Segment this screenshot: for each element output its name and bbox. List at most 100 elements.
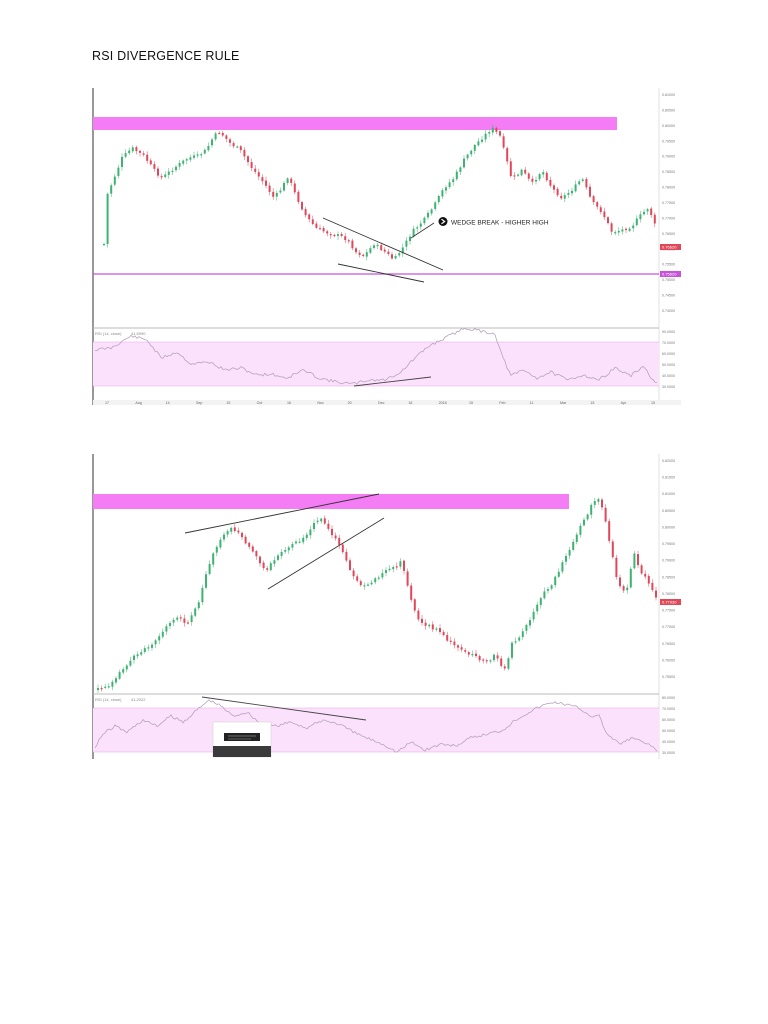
axis-label: 0.77000 <box>662 216 675 220</box>
candle-body <box>574 184 577 192</box>
rsi-header: RSI (14, close) <box>95 331 122 336</box>
chart-screenshot-2: RSI (14, close) 41.2022 0.82000 0.81500 0.… <box>91 454 681 759</box>
candle-body <box>284 550 287 552</box>
candle-body <box>147 647 150 649</box>
candle-body <box>542 172 545 175</box>
axis-label: 50.0000 <box>662 363 675 367</box>
rsi-line <box>94 327 658 385</box>
candle-body <box>356 576 359 581</box>
time-tick-label: Nov <box>317 401 324 405</box>
candle-body <box>269 563 272 571</box>
candle-body <box>205 574 207 588</box>
candle-body <box>121 156 123 167</box>
candle-body <box>169 623 171 626</box>
annotation-pointer <box>410 222 435 239</box>
wedge-break-annotation: WEDGE BREAK - HIGHER HIGH <box>410 214 549 239</box>
candle-body <box>287 547 290 551</box>
candle-body <box>128 150 131 154</box>
candle-body <box>607 217 609 224</box>
axis-label: 0.78500 <box>662 170 675 174</box>
candle-body <box>377 577 380 579</box>
candle-body <box>453 641 456 646</box>
candle-body <box>283 182 285 191</box>
candle-body <box>592 196 595 203</box>
chart-screenshot-1: WEDGE BREAK - HIGHER HIGH RSI (14, close… <box>91 88 681 405</box>
candle-body <box>327 523 330 529</box>
axis-label: 0.75000 <box>662 278 675 282</box>
candle-body <box>401 247 404 254</box>
candle-body <box>194 608 197 616</box>
candle-body <box>201 587 204 603</box>
candle-body <box>259 556 261 564</box>
candle-body <box>467 652 470 655</box>
candle-body <box>514 641 517 643</box>
candle-body <box>553 185 555 190</box>
candle-body <box>635 218 638 226</box>
candle-body <box>241 532 243 538</box>
candle-body <box>608 521 611 541</box>
candle-body <box>298 541 301 543</box>
rsi-band <box>93 708 659 752</box>
candle-body <box>536 604 539 612</box>
candle-body <box>373 245 375 248</box>
axis-label: 0.76000 <box>662 658 675 662</box>
candle-body <box>203 149 206 154</box>
candle-body <box>622 586 625 591</box>
candle-body <box>207 145 210 151</box>
candle-body <box>601 499 603 508</box>
candle-body <box>581 179 584 182</box>
candle-body <box>304 209 307 216</box>
candle-body <box>640 565 643 574</box>
candle-body <box>197 602 200 609</box>
axis-label: 0.75500 <box>662 675 675 679</box>
candle-body <box>103 243 105 246</box>
candle-body <box>214 133 217 140</box>
time-tick-label: 20 <box>348 401 352 405</box>
candle-body <box>113 176 116 185</box>
candle-body <box>611 541 614 558</box>
candle-body <box>427 212 429 218</box>
candle-body <box>329 234 332 236</box>
candle-body <box>251 546 254 552</box>
candle-body <box>457 645 459 648</box>
candle-body <box>230 527 233 532</box>
candle-body <box>308 214 311 220</box>
candle-body <box>596 202 599 207</box>
axis-label: 40.0000 <box>662 740 675 744</box>
axis-label: 0.78000 <box>662 186 675 190</box>
rsi-value: 41.2022 <box>131 697 146 702</box>
candle-body <box>200 154 203 156</box>
candle-body <box>129 660 132 666</box>
candle-body <box>131 147 134 152</box>
candle-body <box>466 154 469 159</box>
current-price-badge <box>660 599 681 605</box>
candle-body <box>496 655 499 659</box>
candle-body <box>187 622 189 624</box>
candle-body <box>340 233 343 237</box>
candle-body <box>337 234 339 236</box>
candle-body <box>572 541 575 550</box>
axis-label: 0.77000 <box>662 625 675 629</box>
time-tick-label: 15 <box>226 401 230 405</box>
candle-body <box>183 618 186 623</box>
candle-body <box>140 652 143 655</box>
axis-label: 70.0000 <box>662 707 675 711</box>
candle-body <box>178 163 181 167</box>
candle-body <box>561 562 564 572</box>
candle-body <box>610 223 613 232</box>
candle-body <box>525 624 528 631</box>
candle-body <box>527 173 530 179</box>
axis-label: 0.80000 <box>662 525 675 529</box>
candle-body <box>232 143 235 147</box>
time-tick-label: 18 <box>408 401 412 405</box>
candle-body <box>571 190 573 194</box>
candle-body <box>398 253 401 256</box>
axis-label: 50.0000 <box>662 729 675 733</box>
candle-body <box>470 150 473 155</box>
candle-body <box>142 153 145 155</box>
resistance-zone <box>93 117 617 130</box>
candle-body <box>124 153 127 157</box>
candle-body <box>653 214 656 224</box>
candle-body <box>593 501 596 505</box>
candle-body <box>495 127 498 132</box>
